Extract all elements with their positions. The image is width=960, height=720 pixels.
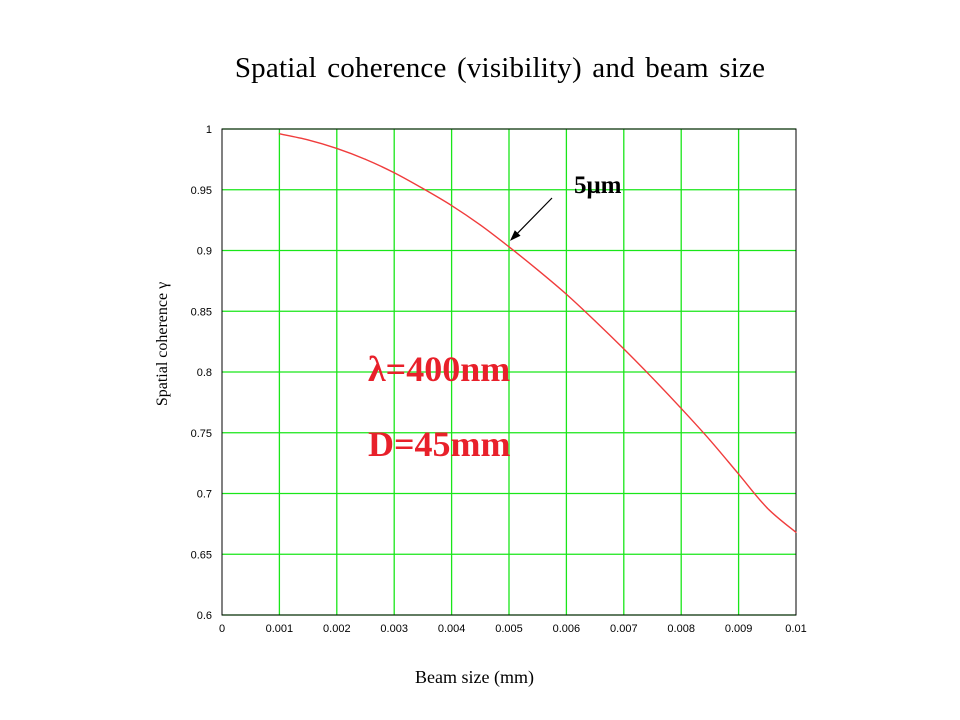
- x-tick-label: 0: [219, 623, 225, 635]
- x-axis-label: Beam size (mm): [415, 667, 534, 687]
- data-point: [508, 246, 510, 248]
- y-tick-label: 0.75: [191, 428, 212, 440]
- data-point: [307, 139, 309, 141]
- data-point: [651, 377, 654, 379]
- series-line: [279, 133, 797, 533]
- data-point: [364, 158, 367, 160]
- y-tick-label: 0.9: [197, 246, 212, 258]
- data-point: [393, 172, 395, 174]
- x-tick-label: 0.01: [785, 623, 806, 635]
- x-tick-label: 0.003: [380, 623, 408, 635]
- plot-frame: [221, 128, 797, 616]
- y-tick-label: 1: [206, 124, 212, 136]
- marker-arrowhead: [510, 230, 521, 241]
- x-tick-label: 0.007: [610, 623, 638, 635]
- data-point: [565, 293, 568, 295]
- data-point: [738, 473, 740, 475]
- y-tick-label: 0.7: [197, 489, 212, 501]
- x-tick-label: 0.008: [667, 623, 695, 635]
- x-tick-label: 0.009: [725, 623, 753, 635]
- x-tick-label: 0.006: [553, 623, 581, 635]
- page-title: Spatial coherence (visibility) and beam …: [234, 52, 766, 84]
- x-tick-label: 0.005: [495, 623, 523, 635]
- y-tick-label: 0.8: [197, 367, 212, 379]
- beam-size-marker-label: 5μm: [574, 172, 622, 199]
- y-tick-label: 0.65: [191, 549, 212, 561]
- y-axis-ticks: 1 0.95 0.9 0.85 0.8 0.75 0.7 0.65 0.6: [191, 124, 212, 622]
- diameter-annotation: D=45mm: [368, 424, 511, 464]
- data-point: [680, 407, 682, 410]
- x-axis-ticks: 0 0.001 0.002 0.003 0.004 0.005 0.006 0.007 0.00…: [219, 623, 807, 635]
- y-tick-label: 0.95: [191, 185, 212, 197]
- wavelength-annotation: λ=400nm: [368, 349, 511, 389]
- series-points: [278, 133, 797, 533]
- data-point: [623, 348, 625, 350]
- data-point: [766, 507, 768, 509]
- data-point: [336, 147, 338, 150]
- marker-arrow: [514, 197, 553, 237]
- data-point: [278, 133, 280, 135]
- data-point: [709, 439, 711, 441]
- data-point: [537, 269, 539, 271]
- data-point: [594, 320, 596, 322]
- x-tick-label: 0.002: [323, 623, 351, 635]
- y-tick-label: 0.85: [191, 306, 212, 318]
- data-point: [795, 531, 797, 533]
- y-axis-label: Spatial coherence γ: [154, 281, 171, 407]
- data-point: [451, 204, 453, 207]
- data-point: [479, 224, 481, 226]
- x-tick-label: 0.001: [266, 623, 294, 635]
- data-point: [422, 187, 424, 190]
- y-tick-label: 0.6: [197, 610, 212, 622]
- x-tick-label: 0.004: [438, 623, 466, 635]
